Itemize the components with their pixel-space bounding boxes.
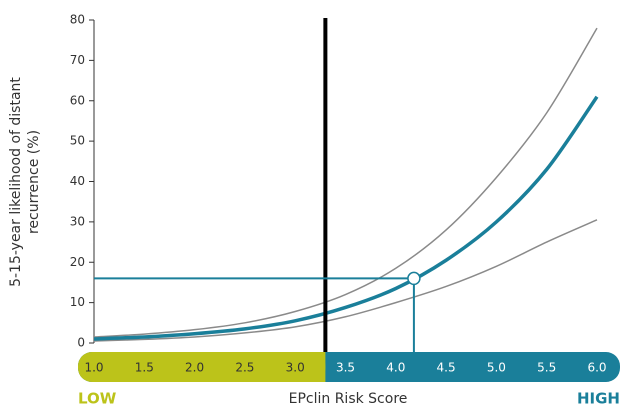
x-tick-label: 4.0 [386, 361, 405, 375]
x-tick-label: 3.5 [336, 361, 355, 375]
x-tick-label: 6.0 [587, 361, 606, 375]
low-band [100, 352, 326, 382]
marker-point [407, 271, 421, 286]
y-tick-label: 50 [70, 134, 85, 148]
y-tick-label: 10 [70, 295, 85, 309]
curve [93, 219, 598, 342]
y-axis-label: recurrence (%) [26, 130, 42, 234]
y-tick-label: 70 [70, 53, 85, 67]
x-tick-label: 5.5 [537, 361, 556, 375]
x-tick-label: 1.5 [135, 361, 154, 375]
curve [93, 27, 598, 338]
x-tick-label: 4.5 [437, 361, 456, 375]
x-tick-label: 2.5 [235, 361, 254, 375]
x-tick-label: 2.0 [185, 361, 204, 375]
low-label: LOW [78, 390, 117, 408]
y-tick-label: 30 [70, 214, 85, 228]
x-axis-label: EPclin Risk Score [289, 391, 408, 407]
y-tick-label: 0 [77, 336, 85, 350]
y-tick-label: 80 [70, 13, 85, 27]
x-tick-label: 1.0 [84, 361, 103, 375]
y-tick-label: 20 [70, 255, 85, 269]
high-label: HIGH [577, 390, 620, 408]
x-tick-label: 5.0 [487, 361, 506, 375]
y-tick-label: 40 [70, 174, 85, 188]
y-axis-label: 5-15-year likelihood of distant [8, 77, 24, 287]
y-tick-label: 60 [70, 93, 85, 107]
x-tick-label: 3.0 [286, 361, 305, 375]
curve [93, 95, 599, 341]
